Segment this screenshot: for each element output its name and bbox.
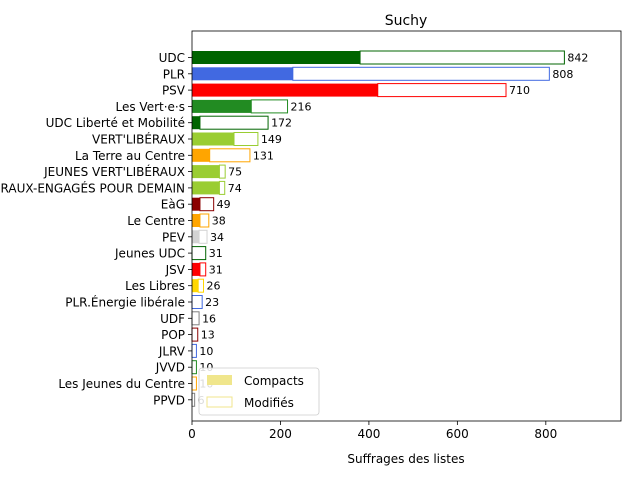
x-tick-label: 600 [446, 427, 469, 441]
bar-compact [192, 214, 200, 227]
category-label: JLRV [158, 344, 186, 358]
bar-modified [191, 376, 197, 391]
bar-modified [233, 132, 259, 146]
bar-compact [192, 51, 361, 64]
bar-compact [192, 197, 200, 211]
bar-compact [192, 132, 235, 146]
bar-modified [191, 295, 203, 309]
bar-modified [218, 180, 226, 195]
x-tick-label: 800 [534, 427, 557, 441]
category-label: Les Vert·e·s [116, 100, 186, 114]
x-tick-label: 0 [188, 427, 196, 441]
data-label: 31 [209, 247, 223, 260]
bar-modified [359, 50, 565, 65]
data-label: 31 [209, 263, 223, 276]
category-label: POP [161, 328, 185, 342]
data-label: 23 [205, 296, 219, 309]
bar-compact [192, 230, 200, 244]
data-label: 149 [261, 133, 282, 146]
legend-label-modified: Modifiés [244, 396, 294, 410]
category-label: VERT'LIBÉRAUX [92, 132, 185, 147]
bar-compact [192, 148, 210, 162]
data-label: 16 [202, 312, 216, 325]
bar-modified [199, 115, 269, 130]
bar-modified [209, 148, 251, 163]
bar-modified [197, 278, 204, 293]
bar-modified [292, 66, 550, 81]
bar-modified [191, 246, 207, 261]
bar-group: 842 808 710 216 172 149 131 75 74 49 38 34 31 31 26 23 1… [191, 50, 588, 407]
bar-compact [192, 165, 220, 179]
category-label: UDF [160, 312, 185, 326]
data-label: 216 [291, 100, 312, 113]
bar-modified [191, 311, 200, 326]
category-label: La Terre au Centre [75, 149, 185, 163]
x-axis-label: Suffrages des listes [347, 452, 464, 466]
data-label: 38 [212, 215, 226, 228]
category-label: PPVD [153, 393, 185, 407]
data-label: 74 [228, 182, 242, 195]
bar-modified [199, 197, 215, 212]
data-label: 131 [253, 149, 274, 162]
legend-swatch-compact [207, 375, 232, 385]
category-label: UDC Liberté et Mobilité [46, 116, 185, 130]
x-tick-label: 400 [357, 427, 380, 441]
bar-compact [192, 83, 378, 97]
legend: Compacts Modifiés [198, 367, 320, 416]
bar-compact [192, 99, 252, 113]
data-label: 75 [228, 166, 242, 179]
plot-frame [191, 30, 622, 422]
category-label: PEV [162, 230, 186, 244]
category-label: JEUNES VERT'LIBÉRAUX [43, 164, 185, 179]
bar-modified [218, 164, 226, 179]
data-label: 13 [201, 329, 215, 342]
data-label: 10 [199, 345, 213, 358]
bar-modified [198, 229, 208, 244]
bar-modified [199, 213, 210, 228]
bar-compact [192, 116, 200, 130]
data-label: 842 [567, 52, 588, 65]
data-label: 808 [552, 68, 573, 81]
bar-modified [377, 83, 507, 98]
x-axis: 0 200 400 600 800 [188, 421, 557, 441]
bar-modified [250, 99, 289, 114]
bar-compact [192, 279, 199, 293]
category-label: JVVD [155, 361, 185, 375]
category-label: Le Centre [127, 214, 185, 228]
category-label: PLR.Énergie libérale [65, 295, 185, 310]
x-tick-label: 200 [269, 427, 292, 441]
category-labels: UDC PLR PSV Les Vert·e·s UDC Liberté et Mobi… [0, 51, 192, 407]
bar-modified [199, 262, 207, 277]
legend-swatch-modified [206, 396, 233, 408]
data-label: 710 [509, 84, 530, 97]
category-label: Les Libres [125, 279, 185, 293]
category-label: PSV [162, 84, 186, 98]
category-label: EàG [161, 198, 185, 212]
bar-modified [191, 360, 197, 375]
category-label: Jeunes UDC [114, 247, 185, 261]
chart-title: Suchy [385, 13, 428, 29]
category-label: UDC [159, 51, 185, 65]
data-label: 34 [210, 231, 224, 244]
category-label: JSV [165, 263, 186, 277]
bar-modified [191, 327, 199, 342]
data-label: 26 [206, 280, 220, 293]
data-label: 172 [271, 117, 292, 130]
bar-compact [192, 181, 220, 195]
legend-label-compact: Compacts [244, 374, 304, 388]
data-label: 49 [217, 198, 231, 211]
bar-compact [192, 67, 293, 81]
category-label: VERT'LIBÉRAUX-ENGAGÉS POUR DEMAIN [0, 180, 185, 195]
category-label: Les Jeunes du Centre [58, 377, 185, 391]
bar-modified [191, 343, 197, 358]
bar-compact [192, 262, 200, 276]
category-label: PLR [163, 67, 185, 81]
